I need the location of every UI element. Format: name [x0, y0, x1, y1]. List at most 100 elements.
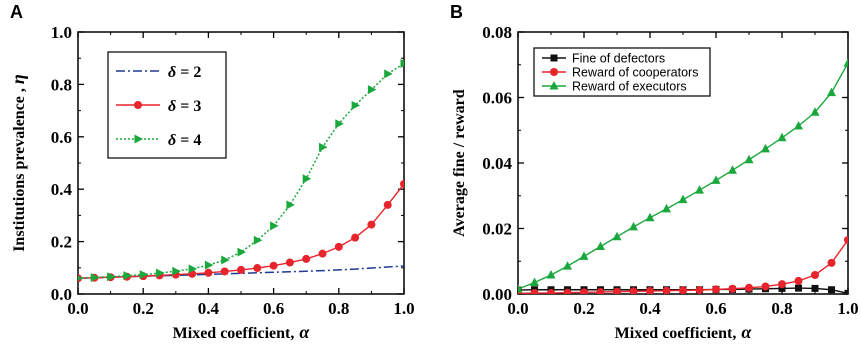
data-point	[220, 267, 229, 276]
data-point	[78, 275, 83, 281]
data-point	[778, 284, 786, 292]
panel-label-a: A	[10, 2, 23, 22]
data-point	[367, 85, 377, 95]
x-axis-label: Mixed coefficient, α	[173, 322, 311, 342]
data-point	[204, 268, 213, 277]
data-point	[827, 258, 836, 267]
legend-entry-label: δ = 4	[168, 132, 201, 149]
data-point	[123, 271, 132, 281]
legend-entry-symbol: δ	[168, 132, 176, 149]
data-point	[546, 270, 556, 279]
legend-entry-symbol: δ	[168, 98, 176, 115]
data-point	[679, 286, 687, 294]
series-line	[518, 62, 848, 290]
legend-entry-label: Fine of defectors	[572, 52, 665, 66]
data-point	[172, 266, 181, 276]
data-point	[662, 203, 671, 213]
data-point	[318, 249, 327, 258]
data-point	[351, 100, 361, 110]
series-line	[78, 183, 404, 279]
data-point	[270, 221, 279, 231]
x-axis-label-symbol: α	[741, 322, 752, 342]
series-3	[78, 58, 404, 282]
data-point	[827, 87, 836, 97]
data-point	[629, 287, 638, 294]
x-axis-label: Mixed coefficient, α	[615, 322, 753, 342]
legend-swatch-marker	[550, 54, 558, 62]
data-point	[712, 285, 720, 294]
legend-entry-value: = 2	[176, 64, 201, 81]
data-point	[711, 175, 721, 184]
data-point	[302, 254, 311, 263]
data-point	[253, 264, 262, 273]
data-point	[334, 242, 343, 251]
data-point	[269, 261, 278, 270]
legend: δ = 2 δ = 3 δ = 4	[107, 51, 227, 159]
data-point	[285, 258, 294, 267]
data-point	[335, 119, 344, 129]
data-point	[400, 58, 404, 68]
data-point	[795, 284, 802, 292]
data-point	[286, 200, 295, 210]
data-point	[156, 268, 165, 278]
data-point	[811, 271, 819, 280]
data-point	[580, 288, 588, 294]
data-point	[383, 200, 392, 209]
data-point	[547, 289, 555, 294]
data-point	[204, 260, 214, 270]
series-2	[78, 179, 404, 283]
panel-a: A 0.0 0.2 0.4 0.6 0.8 1.0 0.0 0.2 0.4 0.6 0.8 1.0 Mix…	[8, 2, 415, 342]
data-point	[90, 272, 100, 282]
data-point	[579, 251, 589, 260]
y-tick-label: 0.04	[482, 154, 512, 173]
x-tick-label: 0.0	[507, 299, 528, 318]
data-point	[728, 165, 737, 174]
y-tick-label: 0.02	[482, 220, 512, 239]
data-point	[844, 235, 848, 244]
y-tick-label: 0.4	[51, 180, 73, 199]
data-point	[744, 154, 754, 164]
data-point	[613, 287, 621, 294]
data-point	[745, 283, 753, 292]
data-point	[695, 185, 704, 194]
data-point	[253, 235, 263, 245]
data-point	[221, 255, 230, 265]
data-point	[777, 132, 787, 142]
x-tick-label: 0.4	[639, 299, 661, 318]
data-point	[761, 143, 770, 153]
x-tick-label: 0.2	[133, 299, 154, 318]
data-point	[810, 107, 820, 116]
y-tick-label: 0.8	[51, 75, 72, 94]
legend-swatch-marker	[134, 134, 143, 144]
y-tick-label: 0.2	[51, 233, 72, 252]
y-axis-label: Average fine / reward	[451, 89, 468, 236]
y-axis-label: Institutions prevalence , η	[8, 74, 28, 252]
data-point	[843, 58, 848, 67]
legend-entry-label: δ = 2	[168, 64, 201, 81]
x-tick-label: 0.0	[67, 299, 88, 318]
y-tick-label: 0.0	[51, 285, 72, 304]
y-tick-label: 0.06	[482, 89, 512, 108]
series-3	[518, 58, 848, 293]
y-tick-label: 0.00	[482, 285, 512, 304]
x-axis-label-text: Mixed coefficient,	[615, 325, 737, 342]
data-point	[530, 277, 539, 287]
data-point	[530, 289, 539, 294]
legend-swatch-marker	[134, 101, 142, 109]
data-point	[794, 276, 803, 285]
legend-entry-label: δ = 3	[168, 98, 201, 115]
data-point	[107, 272, 116, 282]
data-point	[596, 241, 605, 251]
data-point	[629, 221, 638, 231]
series-2	[518, 235, 848, 294]
data-point	[596, 288, 605, 294]
data-point	[844, 289, 848, 294]
data-point	[811, 284, 819, 292]
data-point	[761, 282, 770, 291]
x-tick-label: 0.2	[573, 299, 594, 318]
x-axis-label-text: Mixed coefficient,	[173, 325, 295, 342]
data-point	[319, 142, 328, 152]
data-point	[139, 270, 149, 280]
